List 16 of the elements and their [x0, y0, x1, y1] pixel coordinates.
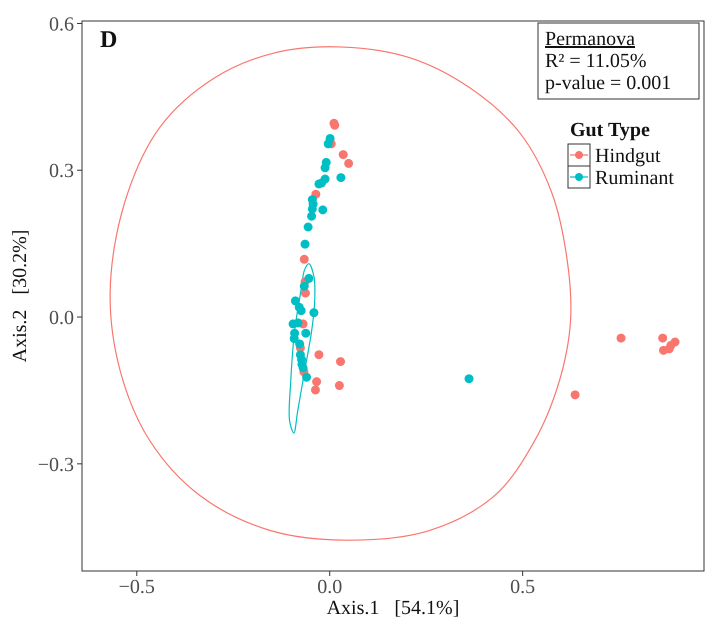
legend-label: Ruminant [595, 167, 674, 189]
annotation: R² = 11.05% [545, 50, 647, 72]
y-axis-title: Axis.2 [30.2%] [9, 230, 31, 362]
x-axis-title: Axis.1 [54.1%] [326, 597, 460, 619]
y-tick-label: 0.3 [49, 160, 74, 182]
y-tick-label: 0.6 [49, 13, 74, 36]
chart-title: D [100, 27, 118, 53]
y-tick-label: −0.3 [38, 454, 74, 476]
legend-label: Hindgut [595, 145, 661, 167]
x-tick-label: −0.5 [118, 576, 155, 598]
x-tick-label: 0.0 [317, 576, 342, 598]
y-tick-label: 0.0 [49, 307, 74, 330]
x-tick-label: 0.5 [510, 576, 536, 598]
annotation: p-value = 0.001 [545, 72, 672, 94]
annotation: Permanova [545, 28, 636, 50]
legend-title: Gut Type [570, 119, 650, 141]
